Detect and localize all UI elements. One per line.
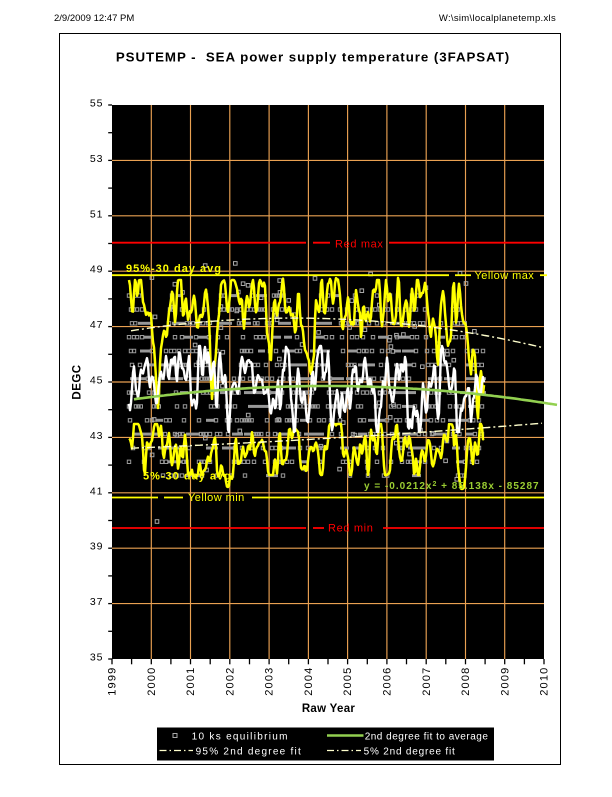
svg-text:Red max: Red max [335, 238, 384, 250]
svg-text:2007: 2007 [421, 667, 433, 696]
svg-text:2010: 2010 [539, 667, 551, 696]
svg-text:49: 49 [90, 264, 104, 276]
svg-text:2000: 2000 [146, 667, 158, 696]
svg-text:53: 53 [90, 153, 104, 165]
svg-text:y = -0.0212x2 + 85.138x - 8528: y = -0.0212x2 + 85.138x - 85287 [364, 481, 540, 493]
svg-text:2004: 2004 [303, 667, 315, 696]
svg-text:2/9/2009 12:47 PM: 2/9/2009 12:47 PM [54, 13, 134, 24]
svg-text:2nd degree fit to average: 2nd degree fit to average [365, 732, 489, 743]
svg-text:2001: 2001 [185, 667, 197, 696]
svg-text:Red min: Red min [328, 523, 374, 535]
svg-text:2005: 2005 [342, 667, 354, 696]
svg-text:45: 45 [90, 375, 104, 387]
svg-text:95%-30 day avg: 95%-30 day avg [126, 263, 222, 275]
svg-text:10 ks equilibrium: 10 ks equilibrium [192, 732, 289, 743]
svg-text:43: 43 [90, 430, 104, 442]
svg-text:35: 35 [90, 652, 104, 664]
svg-text:2003: 2003 [264, 667, 276, 696]
svg-text:PSUTEMP - SEA power supply te: PSUTEMP - SEA power supply temperature (… [116, 50, 510, 65]
svg-text:2008: 2008 [460, 667, 472, 696]
svg-text:39: 39 [90, 541, 104, 553]
svg-text:Yellow min: Yellow min [188, 492, 245, 504]
svg-text:41: 41 [90, 485, 104, 497]
svg-text:5%-30 day avg: 5%-30 day avg [143, 471, 232, 483]
svg-text:37: 37 [90, 596, 104, 608]
svg-text:2002: 2002 [224, 667, 236, 696]
svg-text:2006: 2006 [382, 667, 394, 696]
svg-text:55: 55 [90, 98, 104, 110]
svg-text:47: 47 [90, 319, 104, 331]
svg-text:51: 51 [90, 208, 104, 220]
svg-text:1999: 1999 [107, 667, 119, 696]
svg-text:95% 2nd degree fit: 95% 2nd degree fit [196, 747, 302, 758]
svg-text:DEGC: DEGC [72, 364, 84, 399]
svg-text:Yellow max: Yellow max [475, 270, 535, 282]
svg-text:2009: 2009 [499, 667, 511, 696]
svg-text:5% 2nd degree fit: 5% 2nd degree fit [364, 747, 456, 758]
svg-text:W:\sim\localplanetemp.xls: W:\sim\localplanetemp.xls [439, 13, 556, 24]
svg-text:Raw Year: Raw Year [302, 703, 356, 715]
